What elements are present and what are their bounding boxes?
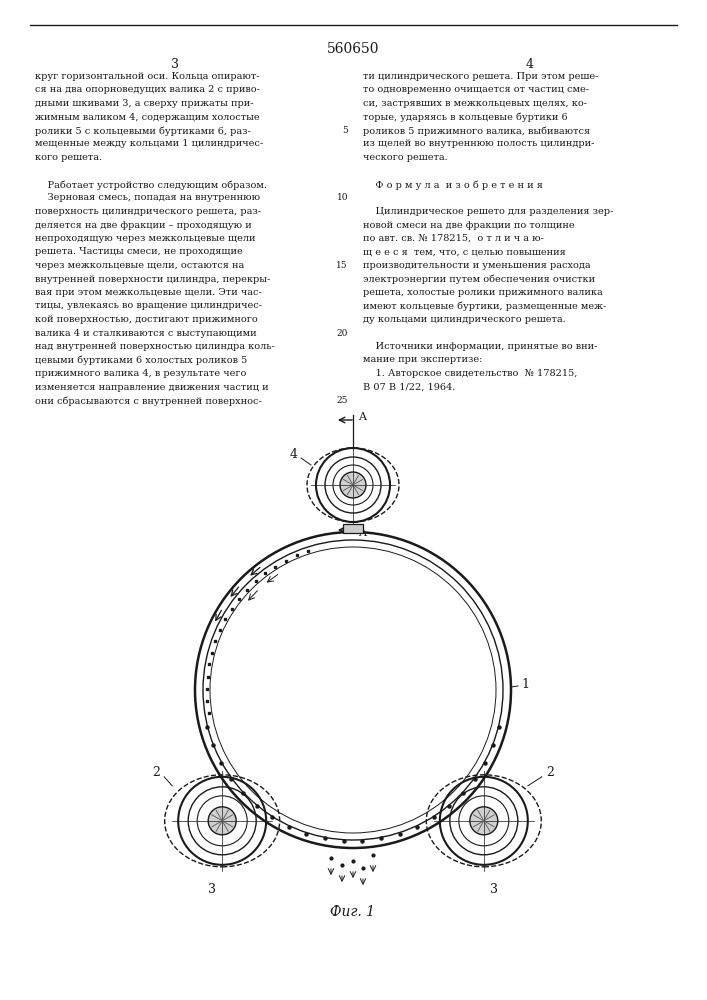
Circle shape xyxy=(340,472,366,498)
Text: над внутренней поверхностью цилиндра коль-: над внутренней поверхностью цилиндра кол… xyxy=(35,342,275,351)
Text: непроходящую через межкольцевые щели: непроходящую через межкольцевые щели xyxy=(35,234,255,243)
Text: 1. Авторское свидетельство  № 178215,: 1. Авторское свидетельство № 178215, xyxy=(363,369,578,378)
Text: электроэнергии путем обеспечения очистки: электроэнергии путем обеспечения очистки xyxy=(363,274,595,284)
Text: 560650: 560650 xyxy=(327,42,379,56)
Text: си, застрявших в межкольцевых щелях, ко-: си, застрявших в межкольцевых щелях, ко- xyxy=(363,99,587,108)
Text: 4: 4 xyxy=(526,58,534,71)
Text: ду кольцами цилиндрического решета.: ду кольцами цилиндрического решета. xyxy=(363,315,566,324)
Text: Зерновая смесь, попадая на внутреннюю: Зерновая смесь, попадая на внутреннюю xyxy=(35,194,260,202)
Text: 3: 3 xyxy=(490,883,498,896)
Text: 20: 20 xyxy=(337,328,348,338)
Text: ся на два опорноведущих валика 2 с приво-: ся на два опорноведущих валика 2 с приво… xyxy=(35,86,260,95)
Text: прижимного валика 4, в результате чего: прижимного валика 4, в результате чего xyxy=(35,369,246,378)
Text: то одновременно очищается от частиц сме-: то одновременно очищается от частиц сме- xyxy=(363,86,589,95)
Text: 25: 25 xyxy=(337,396,348,405)
Text: 2: 2 xyxy=(152,766,160,779)
Text: Источники информации, принятые во вни-: Источники информации, принятые во вни- xyxy=(363,342,597,351)
Text: решета, холостые ролики прижимного валика: решета, холостые ролики прижимного валик… xyxy=(363,288,603,297)
Text: по авт. св. № 178215,  о т л и ч а ю-: по авт. св. № 178215, о т л и ч а ю- xyxy=(363,234,544,243)
Text: мещенные между кольцами 1 цилиндричес-: мещенные между кольцами 1 цилиндричес- xyxy=(35,139,263,148)
Text: круг горизонтальной оси. Кольца опирают-: круг горизонтальной оси. Кольца опирают- xyxy=(35,72,259,81)
Text: валика 4 и сталкиваются с выступающими: валика 4 и сталкиваются с выступающими xyxy=(35,328,257,338)
Text: тицы, увлекаясь во вращение цилиндричес-: тицы, увлекаясь во вращение цилиндричес- xyxy=(35,302,262,310)
Text: они сбрасываются с внутренней поверхнос-: они сбрасываются с внутренней поверхнос- xyxy=(35,396,262,406)
Text: Цилиндрическое решето для разделения зер-: Цилиндрическое решето для разделения зер… xyxy=(363,207,613,216)
Text: В 07 В 1/22, 1964.: В 07 В 1/22, 1964. xyxy=(363,382,455,391)
Bar xyxy=(343,524,363,533)
Text: изменяется направление движения частиц и: изменяется направление движения частиц и xyxy=(35,382,269,391)
Text: ролики 5 с кольцевыми буртиками 6, раз-: ролики 5 с кольцевыми буртиками 6, раз- xyxy=(35,126,251,135)
Text: решета. Частицы смеси, не проходящие: решета. Частицы смеси, не проходящие xyxy=(35,247,243,256)
Text: вая при этом межкольцевые щели. Эти час-: вая при этом межкольцевые щели. Эти час- xyxy=(35,288,262,297)
Text: 2: 2 xyxy=(546,766,554,779)
Text: кой поверхностью, достигают прижимного: кой поверхностью, достигают прижимного xyxy=(35,315,258,324)
Text: имеют кольцевые буртики, размещенные меж-: имеют кольцевые буртики, размещенные меж… xyxy=(363,302,606,311)
Circle shape xyxy=(470,807,498,835)
Circle shape xyxy=(208,807,236,835)
Text: роликов 5 прижимного валика, выбиваются: роликов 5 прижимного валика, выбиваются xyxy=(363,126,590,135)
Text: кого решета.: кого решета. xyxy=(35,153,102,162)
Text: 5: 5 xyxy=(342,126,348,135)
Text: ческого решета.: ческого решета. xyxy=(363,153,448,162)
Text: Работает устройство следующим образом.: Работает устройство следующим образом. xyxy=(35,180,267,190)
Text: 3: 3 xyxy=(171,58,179,71)
Text: Фиг. 1: Фиг. 1 xyxy=(330,905,375,919)
Text: новой смеси на две фракции по толщине: новой смеси на две фракции по толщине xyxy=(363,221,575,230)
Text: мание при экспертизе:: мание при экспертизе: xyxy=(363,356,482,364)
Text: щ е е с я  тем, что, с целью повышения: щ е е с я тем, что, с целью повышения xyxy=(363,247,566,256)
Text: 15: 15 xyxy=(337,261,348,270)
Text: цевыми буртиками 6 холостых роликов 5: цевыми буртиками 6 холостых роликов 5 xyxy=(35,356,247,365)
Text: жимным валиком 4, содержащим холостые: жимным валиком 4, содержащим холостые xyxy=(35,112,259,121)
Text: из щелей во внутреннюю полость цилиндри-: из щелей во внутреннюю полость цилиндри- xyxy=(363,139,595,148)
Text: 3: 3 xyxy=(208,883,216,896)
Text: 1: 1 xyxy=(521,678,529,692)
Text: поверхность цилиндрического решета, раз-: поверхность цилиндрического решета, раз- xyxy=(35,207,261,216)
Text: 4: 4 xyxy=(290,448,298,462)
Text: производительности и уменьшения расхода: производительности и уменьшения расхода xyxy=(363,261,590,270)
Text: торые, ударяясь в кольцевые буртики 6: торые, ударяясь в кольцевые буртики 6 xyxy=(363,112,568,122)
Text: A: A xyxy=(358,528,366,538)
Text: 10: 10 xyxy=(337,194,348,202)
Text: ти цилиндрического решета. При этом реше-: ти цилиндрического решета. При этом реше… xyxy=(363,72,598,81)
Text: A: A xyxy=(358,412,366,422)
Text: внутренней поверхности цилиндра, перекры-: внутренней поверхности цилиндра, перекры… xyxy=(35,274,270,284)
Text: деляется на две фракции – проходящую и: деляется на две фракции – проходящую и xyxy=(35,221,252,230)
Text: Ф о р м у л а  и з о б р е т е н и я: Ф о р м у л а и з о б р е т е н и я xyxy=(363,180,543,190)
Text: дными шкивами 3, а сверху прижаты при-: дными шкивами 3, а сверху прижаты при- xyxy=(35,99,254,108)
Text: через межкольцевые щели, остаются на: через межкольцевые щели, остаются на xyxy=(35,261,244,270)
